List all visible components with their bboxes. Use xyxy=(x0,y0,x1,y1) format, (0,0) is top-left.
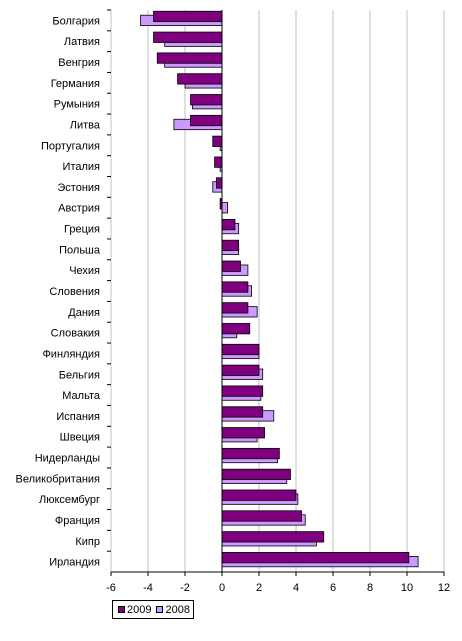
bar-2009 xyxy=(221,468,291,480)
bar-2009 xyxy=(221,385,264,397)
bar-2009 xyxy=(221,302,249,314)
bar-2009 xyxy=(221,510,302,522)
category-label: Швеция xyxy=(60,432,100,444)
legend-swatch-2008 xyxy=(156,606,164,613)
x-tick-label: 8 xyxy=(367,582,373,594)
x-tick-label: -6 xyxy=(106,582,116,594)
bar-2009 xyxy=(221,531,325,543)
x-tick-label: 12 xyxy=(438,582,450,594)
bar-2009 xyxy=(221,406,264,418)
category-label: Дания xyxy=(68,307,100,319)
category-label: Литва xyxy=(70,119,101,131)
bar-2009 xyxy=(221,489,297,501)
category-label: Эстония xyxy=(57,182,100,194)
legend: 2009 2008 xyxy=(112,600,194,619)
category-label: Люксембург xyxy=(39,494,100,506)
category-label: Румыния xyxy=(54,99,100,111)
bar-2008 xyxy=(221,202,228,214)
x-tick-label: -2 xyxy=(180,582,190,594)
bar-2009 xyxy=(221,239,240,252)
bar-2009 xyxy=(221,343,260,356)
x-tick-label: 6 xyxy=(330,582,336,594)
bar-2009 xyxy=(190,94,223,106)
category-label: Португалия xyxy=(41,140,100,152)
bar-2009 xyxy=(216,177,223,189)
axes xyxy=(107,9,445,576)
category-label: Германия xyxy=(51,78,100,90)
category-label: Финляндия xyxy=(42,348,100,360)
bar-2009 xyxy=(221,364,260,376)
category-label: Великобритания xyxy=(16,473,101,485)
x-tick-label: 2 xyxy=(256,582,262,594)
tick-labels: -6 -4 -2 0 2 4 6 8 10 12 xyxy=(106,582,450,594)
category-labels: Болгария Латвия Венгрия Германия Румыния Литв… xyxy=(16,15,101,568)
category-label: Мальта xyxy=(62,390,101,402)
category-label: Испания xyxy=(56,411,100,423)
category-label: Польша xyxy=(59,244,101,256)
legend-label-2009: 2009 xyxy=(127,603,152,616)
category-label: Кипр xyxy=(75,536,100,548)
gridlines xyxy=(110,10,445,572)
x-tick-label: 10 xyxy=(401,582,413,594)
category-label: Нидерланды xyxy=(35,453,100,465)
x-tick-label: 0 xyxy=(219,582,225,594)
category-label: Италия xyxy=(63,161,101,173)
bar-2009 xyxy=(221,427,265,439)
bar-2009 xyxy=(221,218,236,231)
bar-2009 xyxy=(156,52,223,64)
bar-2009 xyxy=(221,552,410,564)
category-label: Австрия xyxy=(58,203,100,215)
category-label: Латвия xyxy=(64,36,100,48)
category-label: Ирландия xyxy=(49,557,100,569)
bar-2009 xyxy=(153,10,223,23)
bar-2009 xyxy=(221,260,241,272)
bar-2009 xyxy=(221,447,280,460)
bar-2009 xyxy=(177,73,223,85)
category-label: Чехия xyxy=(69,265,100,277)
bar-2009 xyxy=(214,156,223,168)
bar-2009 xyxy=(190,114,223,127)
bar-2009 xyxy=(212,135,223,147)
bar-2009 xyxy=(153,31,223,43)
legend-item-2008: 2008 xyxy=(156,603,190,616)
bars xyxy=(140,10,419,568)
bar-2009 xyxy=(221,281,249,293)
category-label: Греция xyxy=(64,224,100,236)
legend-swatch-2009 xyxy=(118,606,125,613)
legend-item-2009: 2009 xyxy=(118,604,151,616)
category-label: Словакия xyxy=(51,328,100,340)
category-label: Словения xyxy=(49,286,100,298)
category-label: Бельгия xyxy=(59,369,100,381)
bar-2009 xyxy=(221,323,251,335)
category-label: Болгария xyxy=(52,15,100,27)
category-label: Венгрия xyxy=(58,57,100,69)
x-tick-label: -4 xyxy=(143,582,153,594)
category-label: Франция xyxy=(55,515,100,527)
x-tick-label: 4 xyxy=(293,582,299,594)
legend-label-2008: 2008 xyxy=(165,603,190,616)
